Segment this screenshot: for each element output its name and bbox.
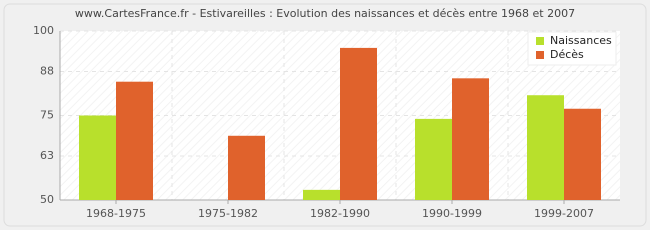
bar [564, 108, 601, 200]
bar [452, 78, 489, 200]
bar [303, 189, 340, 200]
y-tick-label: 100 [33, 24, 54, 37]
x-tick-label: 1982-1990 [310, 207, 370, 220]
y-tick-label: 75 [40, 109, 54, 122]
chart-title: www.CartesFrance.fr - Estivareilles : Ev… [75, 7, 575, 20]
legend-label: Décès [550, 48, 584, 61]
y-tick-label: 63 [40, 149, 54, 162]
x-tick-label: 1990-1999 [422, 207, 482, 220]
x-tick-label: 1968-1975 [86, 207, 146, 220]
bar [415, 118, 452, 200]
bar [79, 115, 116, 200]
bar [228, 135, 265, 200]
chart: www.CartesFrance.fr - Estivareilles : Ev… [0, 0, 650, 230]
legend-swatch [536, 51, 544, 59]
bar [340, 47, 377, 201]
x-tick-label: 1999-2007 [534, 207, 594, 220]
x-tick-label: 1975-1982 [198, 207, 258, 220]
bar [116, 81, 153, 200]
y-tick-label: 50 [40, 193, 54, 206]
y-tick-label: 88 [40, 65, 54, 78]
legend-swatch [536, 37, 544, 45]
bar [527, 95, 564, 200]
legend-label: Naissances [550, 34, 612, 47]
